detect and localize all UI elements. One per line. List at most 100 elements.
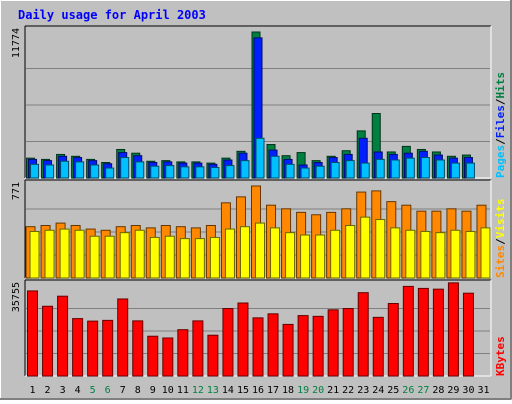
panel-legend: Sites/Visits [494, 199, 507, 279]
x-tick-label: 11 [177, 385, 189, 396]
bar-pages [285, 163, 295, 179]
legend-item: Sites [494, 245, 507, 278]
bar-kbytes [42, 305, 54, 377]
bar-visits [164, 235, 175, 279]
x-tick-label: 26 [402, 385, 414, 396]
x-tick-label: 3 [60, 385, 66, 396]
bar-visits [89, 235, 100, 279]
bar-visits [239, 226, 250, 279]
bar-visits [149, 236, 160, 279]
x-tick-label: 8 [135, 385, 141, 396]
x-tick-label: 30 [462, 385, 474, 396]
bar-pages [345, 160, 355, 179]
bar-pages [60, 160, 70, 179]
x-tick-label: 1 [30, 385, 36, 396]
bar-kbytes [267, 313, 279, 377]
legend-item: Files [494, 105, 507, 138]
bar-visits [375, 219, 386, 279]
bar-kbytes [27, 290, 39, 377]
x-tick-label: 27 [417, 385, 429, 396]
bar-visits [480, 227, 491, 279]
x-tick-label: 28 [432, 385, 444, 396]
bar-pages [135, 161, 145, 179]
bar-kbytes [402, 285, 414, 377]
bar-kbytes [447, 282, 459, 377]
x-tick-label: 10 [162, 385, 174, 396]
x-tick-label: 17 [267, 385, 279, 396]
panels-layer: 11774 Pages/Files/Hits771Sites/Visits3575… [11, 25, 507, 377]
bar-pages [75, 161, 85, 179]
panel-kbytes: 35755 KBytes [11, 279, 507, 377]
bar-visits [74, 229, 85, 279]
panel-hits_files_pages: 11774 Pages/Files/Hits [11, 25, 507, 179]
bar-visits [405, 229, 416, 279]
bar-visits [360, 216, 371, 279]
bar-visits [134, 229, 145, 279]
bar-pages [255, 137, 265, 179]
bar-visits [270, 227, 281, 279]
x-tick-label: 15 [237, 385, 249, 396]
x-tick-label: 4 [75, 385, 81, 396]
bar-visits [345, 224, 356, 279]
bar-kbytes [72, 318, 84, 377]
bar-kbytes [192, 320, 204, 377]
x-tick-label: 19 [297, 385, 309, 396]
bar-pages [315, 165, 325, 179]
x-tick-label: 18 [282, 385, 294, 396]
bar-visits [285, 232, 296, 279]
x-tick-label: 9 [150, 385, 156, 396]
x-tick-label: 29 [447, 385, 459, 396]
bar-pages [450, 162, 460, 179]
bar-visits [29, 230, 40, 279]
bar-pages [120, 157, 130, 179]
bar-visits [390, 227, 401, 279]
bar-visits [300, 234, 311, 279]
panel-legend: KBytes [494, 336, 507, 376]
bar-pages [360, 162, 370, 179]
bar-pages [195, 166, 205, 179]
y-max-label: 11774 [11, 28, 22, 58]
x-tick-label: 7 [120, 385, 126, 396]
legend-item: Visits [494, 199, 507, 239]
bar-kbytes [162, 337, 174, 377]
bar-kbytes [117, 298, 129, 377]
x-tick-label: 21 [327, 385, 339, 396]
bar-pages [300, 167, 310, 179]
bar-visits [435, 232, 446, 279]
bar-kbytes [237, 302, 249, 377]
bar-visits [194, 238, 205, 279]
bar-visits [224, 228, 235, 279]
bar-pages [240, 160, 250, 179]
bar-pages [420, 157, 430, 179]
x-tick-label: 24 [372, 385, 384, 396]
bar-kbytes [357, 292, 369, 377]
bar-visits [330, 229, 341, 279]
bar-visits [179, 238, 190, 279]
x-tick-label: 13 [207, 385, 219, 396]
bar-visits [255, 222, 265, 279]
legend-item: / [494, 238, 507, 245]
bar-pages [405, 157, 415, 179]
legend-item: Hits [494, 72, 507, 99]
x-tick-label: 31 [477, 385, 489, 396]
bar-visits [420, 230, 431, 279]
bar-visits [465, 230, 476, 279]
bar-visits [450, 229, 461, 279]
bar-kbytes [297, 315, 309, 377]
panel-visits_sites: 771 Sites/Visits [11, 179, 507, 279]
bar-kbytes [177, 329, 189, 377]
bar-pages [390, 159, 400, 179]
bar-pages [225, 165, 235, 179]
bar-pages [180, 166, 190, 179]
legend-item: KBytes [494, 336, 507, 376]
legend-item: / [494, 98, 507, 105]
panel-legend: Pages/Files/Hits [494, 72, 507, 178]
bar-kbytes [432, 288, 444, 377]
bar-pages [165, 165, 175, 179]
bar-visits [119, 232, 130, 279]
legend-item: / [494, 138, 507, 145]
x-tick-label: 12 [192, 385, 204, 396]
bar-visits [44, 229, 55, 279]
bar-kbytes [207, 334, 219, 377]
